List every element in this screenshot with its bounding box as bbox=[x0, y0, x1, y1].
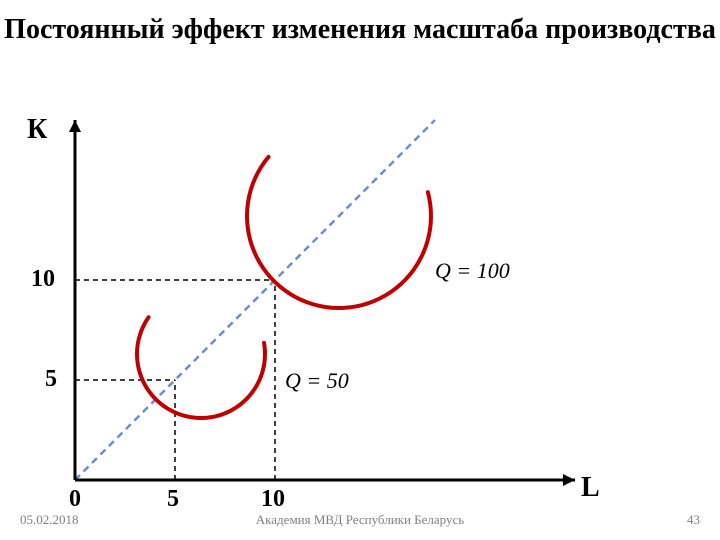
isoquant-label-q50: Q = 50 bbox=[285, 368, 349, 394]
origin-label: 0 bbox=[69, 486, 81, 513]
chart-canvas bbox=[0, 0, 720, 540]
y-axis-label: К bbox=[27, 114, 47, 146]
isoquant-label-q100: Q = 100 bbox=[435, 258, 510, 284]
x-tick-10: 10 bbox=[261, 486, 285, 513]
footer-page: 43 bbox=[687, 512, 700, 528]
footer-org: Академия МВД Республики Беларусь bbox=[0, 512, 720, 528]
y-tick-10: 10 bbox=[31, 266, 55, 293]
y-tick-5: 5 bbox=[45, 366, 57, 393]
x-tick-5: 5 bbox=[167, 486, 179, 513]
x-axis-label: L bbox=[581, 472, 600, 504]
slide: Постоянный эффект изменения масштаба про… bbox=[0, 0, 720, 540]
